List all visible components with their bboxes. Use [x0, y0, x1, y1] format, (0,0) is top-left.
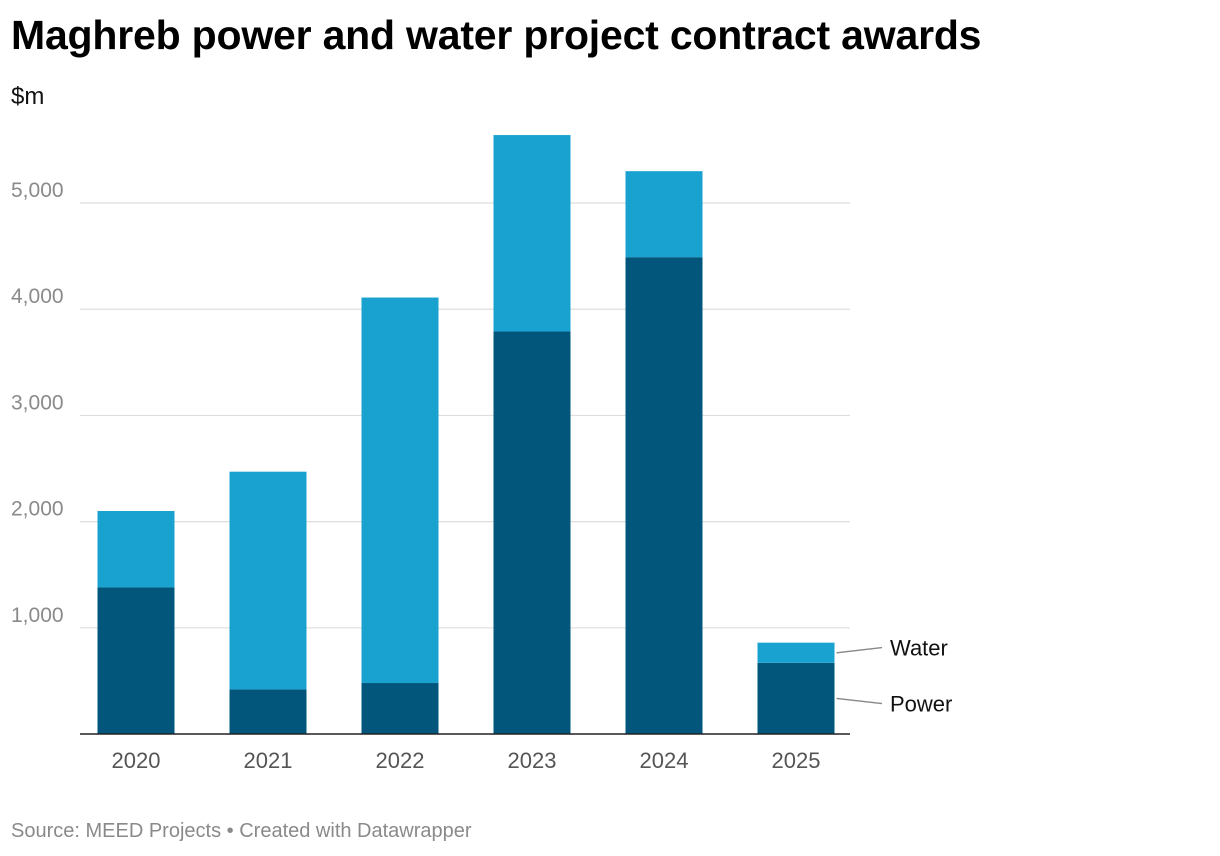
x-tick-label-2020: 2020 [112, 748, 161, 773]
bar-water-2024 [625, 171, 703, 258]
source-text: Source: MEED Projects [11, 820, 222, 842]
bar-water-2021 [229, 471, 307, 690]
series-label-water: Water [890, 636, 948, 661]
bar-power-2021 [229, 689, 307, 734]
y-tick-label-1000: 1,000 [11, 604, 64, 627]
source-line: Source: MEED Projects • Created with Dat… [11, 820, 472, 843]
series-label-connector-power [836, 697, 883, 705]
y-tick-label-5000: 5,000 [11, 179, 64, 202]
bar-power-2024 [625, 257, 703, 734]
axis-layer: 1,000 2,000 3,000 4,000 5,000 2020 2021 2022 202… [11, 179, 850, 773]
x-tick-label-2023: 2023 [508, 748, 557, 773]
bar-power-2022 [361, 683, 439, 734]
x-tick-label-2025: 2025 [772, 748, 821, 773]
x-tick-label-2024: 2024 [640, 748, 689, 773]
y-tick-label-3000: 3,000 [11, 391, 64, 414]
x-tick-label-2022: 2022 [376, 748, 425, 773]
y-tick-label-2000: 2,000 [11, 498, 64, 521]
grid-layer [80, 202, 850, 629]
series-label-power: Power [890, 692, 952, 717]
bar-power-2023 [493, 331, 571, 734]
credit-text: Created with Datawrapper [239, 820, 472, 842]
bar-chart: 1,000 2,000 3,000 4,000 5,000 2020 2021 2022 202… [11, 135, 952, 773]
bar-water-2020 [97, 510, 175, 588]
series-label-connector-water [836, 646, 883, 654]
series-label-layer: Power Water [836, 636, 952, 717]
bar-layer [97, 135, 835, 734]
x-tick-label-2021: 2021 [244, 748, 293, 773]
y-tick-label-4000: 4,000 [11, 285, 64, 308]
chart-title: Maghreb power and water project contract… [11, 12, 982, 58]
bar-water-2025 [757, 642, 835, 663]
bar-water-2023 [493, 135, 571, 332]
bar-water-2022 [361, 297, 439, 684]
bar-power-2020 [97, 587, 175, 734]
y-axis-unit-label: $m [11, 83, 45, 110]
separator-dot: • [226, 820, 234, 842]
bar-power-2025 [757, 662, 835, 734]
